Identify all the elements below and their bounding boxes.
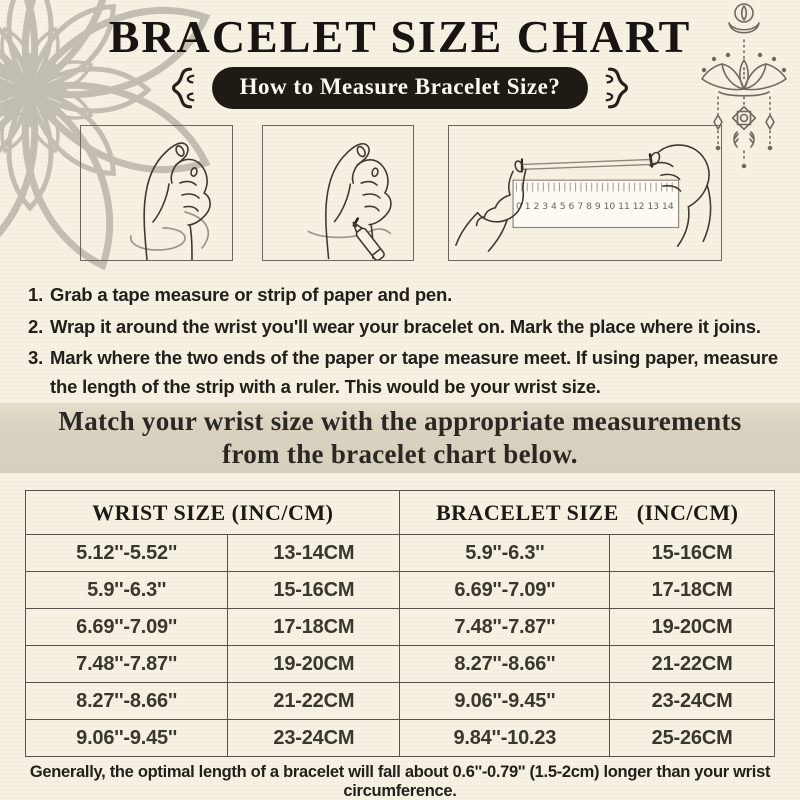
step-number: 1.	[28, 284, 44, 305]
bracelet-size-inch: 9.06''-9.45''	[399, 682, 611, 720]
step-text: Grab a tape measure or strip of paper an…	[50, 284, 453, 305]
fist-pen-illustration	[262, 125, 414, 261]
bracelet-size-cm: 25-26CM	[609, 719, 775, 757]
subtitle-row: How to Measure Bracelet Size?	[0, 66, 800, 110]
bracelet-size-cm: 21-22CM	[609, 645, 775, 683]
table-row: 5.12''-5.52'' 13-14CM 5.9''-6.3'' 15-16C…	[24, 534, 775, 572]
lotus-hanging-ornament-icon	[701, 3, 787, 169]
curly-bracket-right-icon	[605, 67, 629, 109]
table-row: 5.9''-6.3'' 15-16CM 6.69''-7.09'' 17-18C…	[24, 571, 775, 609]
wrist-size-cm: 15-16CM	[227, 571, 401, 609]
wrist-size-header: WRIST SIZE (INC/CM)	[24, 490, 401, 535]
table-header-row: WRIST SIZE (INC/CM) BRACELET SIZE (INC/C…	[24, 490, 775, 535]
match-size-banner: Match your wrist size with the appropria…	[0, 403, 800, 473]
page-title: BRACELET SIZE CHART	[108, 11, 692, 62]
step-3: 3. Mark where the two ends of the paper …	[28, 344, 780, 401]
table-row: 7.48''-7.87'' 19-20CM 8.27''-8.66'' 21-2…	[24, 645, 775, 683]
step-number: 2.	[28, 315, 44, 337]
table-row: 8.27''-8.66'' 21-22CM 9.06''-9.45'' 23-2…	[24, 682, 775, 720]
bracelet-size-header: BRACELET SIZE (INC/CM)	[399, 490, 775, 535]
table-row: 6.69''-7.09'' 17-18CM 7.48''-7.87'' 19-2…	[24, 608, 775, 646]
size-chart-table: WRIST SIZE (INC/CM) BRACELET SIZE (INC/C…	[24, 490, 775, 757]
footer-note: Generally, the optimal length of a brace…	[29, 763, 771, 800]
how-to-measure-badge: How to Measure Bracelet Size?	[211, 67, 589, 109]
measuring-illustrations: 0 1 2 3 4 5 6 7 8 9 10 11 12 13 14	[0, 125, 800, 263]
bracelet-size-cm: 15-16CM	[609, 534, 775, 572]
wrist-size-inch: 5.9''-6.3''	[24, 571, 229, 609]
step-text: Wrap it around the wrist you'll wear you…	[50, 315, 761, 337]
wrist-size-cm: 17-18CM	[227, 608, 401, 646]
ruler-numbers: 0 1 2 3 4 5 6 7 8 9 10 11 12 13 14	[516, 201, 674, 211]
table-row: 9.06''-9.45'' 23-24CM 9.84''-10.23 25-26…	[24, 719, 775, 757]
wrist-size-cm: 13-14CM	[227, 534, 401, 572]
step-text: Mark where the two ends of the paper or …	[50, 347, 778, 398]
curly-bracket-left-icon	[171, 67, 195, 109]
wrist-size-inch: 5.12''-5.52''	[24, 534, 229, 572]
mandala-flower-icon	[0, 0, 211, 271]
banner-text: Match your wrist size with the appropria…	[58, 406, 742, 469]
step-2: 2. Wrap it around the wrist you'll wear …	[28, 313, 780, 342]
bracelet-size-inch: 6.69''-7.09''	[399, 571, 611, 609]
wrist-size-cm: 19-20CM	[227, 645, 401, 683]
step-1: 1. Grab a tape measure or strip of paper…	[28, 281, 780, 310]
wrist-size-cm: 21-22CM	[227, 682, 401, 720]
wrist-size-inch: 9.06''-9.45''	[24, 719, 229, 757]
fist-string-illustration	[80, 125, 233, 261]
wrist-size-inch: 8.27''-8.66''	[24, 682, 229, 720]
bracelet-size-inch: 8.27''-8.66''	[399, 645, 611, 683]
bracelet-size-inch: 7.48''-7.87''	[399, 608, 611, 646]
wrist-size-inch: 6.69''-7.09''	[24, 608, 229, 646]
bracelet-size-cm: 19-20CM	[609, 608, 775, 646]
bracelet-size-cm: 17-18CM	[609, 571, 775, 609]
instruction-steps: 1. Grab a tape measure or strip of paper…	[28, 281, 780, 405]
wrist-size-inch: 7.48''-7.87''	[24, 645, 229, 683]
wrist-size-cm: 23-24CM	[227, 719, 401, 757]
ruler-measure-illustration: 0 1 2 3 4 5 6 7 8 9 10 11 12 13 14	[448, 125, 722, 261]
bracelet-size-inch: 9.84''-10.23	[399, 719, 611, 757]
step-number: 3.	[28, 347, 44, 369]
bracelet-size-cm: 23-24CM	[609, 682, 775, 720]
bracelet-size-inch: 5.9''-6.3''	[399, 534, 611, 572]
